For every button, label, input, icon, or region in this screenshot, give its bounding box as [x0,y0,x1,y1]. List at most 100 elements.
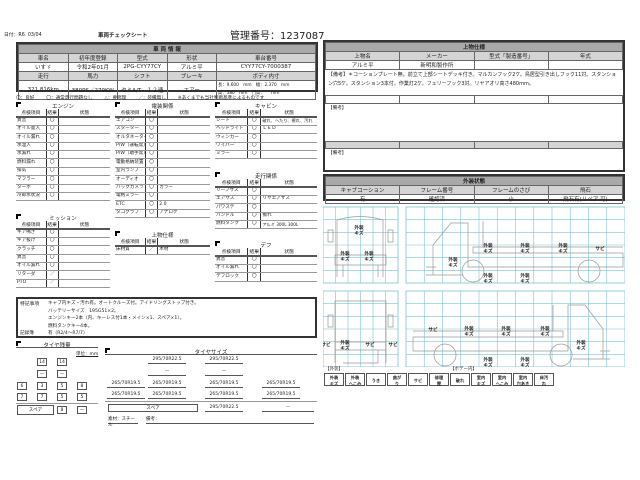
vehicle-section-title: 車 両 情 報 [18,44,316,54]
wheel [577,259,601,283]
item-name: シート [215,117,248,126]
column-header: 状態 [58,109,110,118]
item-name: 水温入 [16,142,47,152]
legend-line: 外装 [329,375,339,380]
tire-remain-box: 7 [37,393,47,401]
upper-spec-value: アルミ平 [324,60,401,70]
section-diff: デフ 点検項目 結果 状態 異音〇オイル漏れ〇デフロック〇 [215,241,317,282]
legend-室内穴あき: 室内 穴あき [513,373,533,386]
tire-unit: 単位：mm [76,352,99,357]
item-name: クラッチ [16,245,47,255]
tire-remain-box: — [37,370,47,378]
condition [58,167,110,177]
tire-size: 295/70R22.5 [205,356,243,364]
damage-mark: キズ [520,248,530,255]
item-name: ミラー [215,150,248,160]
result: 〇 [247,117,262,126]
item-name: ターボ [16,184,47,194]
legend-exterior-label: 【外装】 [325,367,343,372]
condition: 擦れ [260,212,317,222]
checklist-row: ギア抜け〇 [16,237,110,247]
tire-remain-box: 5 [57,382,67,390]
tire-size: 295/70R22.5 [148,356,186,364]
tire-remain-box: 14 [37,358,47,366]
spare-size-label: スペア [108,404,198,412]
upper-spec-header: 型式「製造番号」 [473,51,549,61]
column-header: 状態 [157,109,210,118]
condition: アナログ [157,209,210,219]
result: 〇 [45,184,59,194]
checklist-row: 水温入〇 [16,142,110,152]
item-name: オイル漏れ [16,262,47,272]
vehicle-label: 初年度登録 [67,53,118,63]
item-name: 電動格納装置 [115,158,146,168]
column-header: 点検項目 [115,109,146,118]
condition [58,158,110,168]
column-header: 状態 [260,248,317,257]
item-name: オイル量入 [16,125,47,135]
checklist-row: ミラー〇 [215,150,317,160]
column-header: 点検項目 [16,109,47,118]
vehicle-label: 走行 [18,71,69,81]
item-name: エアサス [215,195,248,205]
truck-left-outline [426,221,624,276]
legend-line: れ [541,380,547,386]
condition [58,229,110,238]
remarks-2: 【備考】 [328,105,347,111]
item-name: オルタネーター [115,133,146,143]
condition [58,133,110,143]
condition [58,192,110,202]
result: 〇 [45,150,59,160]
checklist-row: ETC 〇 2.0 [115,200,210,210]
condition [58,150,110,160]
upper-spec-table: 上物仕様 上物名 メーカー 型式「製造番号」 年式 アルミ平 新明和製作所 【備考】＊コー… [323,40,625,172]
result: 〇 [45,237,59,247]
item-name: オイル漏れ [215,264,248,274]
wheel [433,343,457,367]
tire-remain-box: 6 [17,382,27,390]
tire-size: 265/70R19.5 [107,391,145,399]
spare-size: 295/70R22.5 [205,404,243,412]
result: 〇 [45,167,59,177]
item-name: スターター [115,125,146,135]
exterior-table: 外装状態 キャブコーション フレーム番号 フレームのさび 飛石有確認済小飛石有(リペア… [323,174,625,204]
tire-remain-box: 3 [37,382,47,390]
exterior-value: 確認済 [399,194,475,204]
legend-line: り [394,380,400,386]
sheet-title: 車両チェックシート [98,33,148,39]
checklist-row: 電格ミラー〇 [115,192,210,202]
checklist-row: リーフサス〇 [215,187,317,196]
legend-外装キズ: 外装 キズ [324,373,344,386]
condition: リヤエアサス [260,195,317,205]
damage-mark: キズ [558,248,568,255]
checklist-row: P/W（助手席）〇 [115,150,210,160]
result: 〇 [144,192,159,202]
damage-mark: キズ [340,256,350,263]
result: 〇 [45,262,59,272]
tire-size: 265/70R19.5 [148,380,186,388]
legend-サビ: サビ [408,373,428,386]
condition: 2.0 [157,200,210,210]
damage-mark: 外装 [483,272,493,279]
column-header: 点検項目 [215,179,248,188]
vehicle-label: 型式 [117,53,168,63]
item-name: オーディオ [115,175,146,185]
result: 〇 [45,192,59,202]
result: 〇 [144,184,159,194]
checklist-row: スターター〇 [115,125,210,135]
legend-外装へこみ: 外装 へこみ [345,373,365,386]
date: 日付：R6. 03/04 [4,33,42,38]
legend-line: 外装 [350,375,360,380]
item-name: エアコン [115,117,146,126]
damage-mark: キズ [576,345,586,352]
legend-body-label: 【ボデー内】 [450,367,477,372]
legend-line: 穴あき [516,380,530,386]
truck-rear-outline [327,300,394,364]
result: 〇 [144,133,159,143]
condition [157,167,210,177]
result: 〇 [144,167,159,177]
damage-mark: キズ [483,362,493,368]
item-name: 排気 [16,167,47,177]
checklist-row: PTO ／ [16,279,110,289]
item-name: タコグラフ [115,209,146,219]
